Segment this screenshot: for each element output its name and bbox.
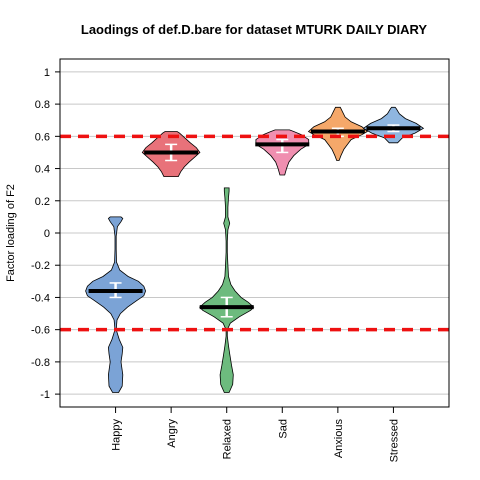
y-tick-label: -0.8 [31,357,50,369]
y-tick-label: 0 [44,228,50,240]
x-tick-label: Happy [111,419,123,451]
y-tick-label: 0.2 [35,196,50,208]
chart-title: Laodings of def.D.bare for dataset MTURK… [81,22,428,37]
x-axis: Happy Angry Relaxed Sad Anxious Stressed [111,407,401,462]
x-tick-label: Angry [166,419,178,448]
y-tick-label: -0.6 [31,325,50,337]
violin-angry [142,132,200,177]
violin-happy [86,217,146,393]
y-tick-label: 1 [44,67,50,79]
y-tick-label: -0.4 [31,292,50,304]
x-tick-label: Sad [277,419,289,439]
violin-body [86,217,146,393]
y-tick-label: 0.4 [35,164,50,176]
y-tick-label: -0.2 [31,260,50,272]
y-axis: -1 -0.8 -0.6 -0.4 -0.2 0 0.2 0.4 0.6 0.8 1 [31,67,60,401]
y-tick-label: 0.6 [35,131,50,143]
x-tick-label: Stressed [388,419,400,462]
y-axis-label: Factor loading of F2 [5,184,17,282]
violin-anxious [309,107,368,160]
y-tick-label: -1 [40,389,50,401]
violins [86,107,424,392]
x-tick-label: Anxious [333,419,345,459]
x-tick-label: Relaxed [222,419,234,459]
y-tick-label: 0.8 [35,99,50,111]
